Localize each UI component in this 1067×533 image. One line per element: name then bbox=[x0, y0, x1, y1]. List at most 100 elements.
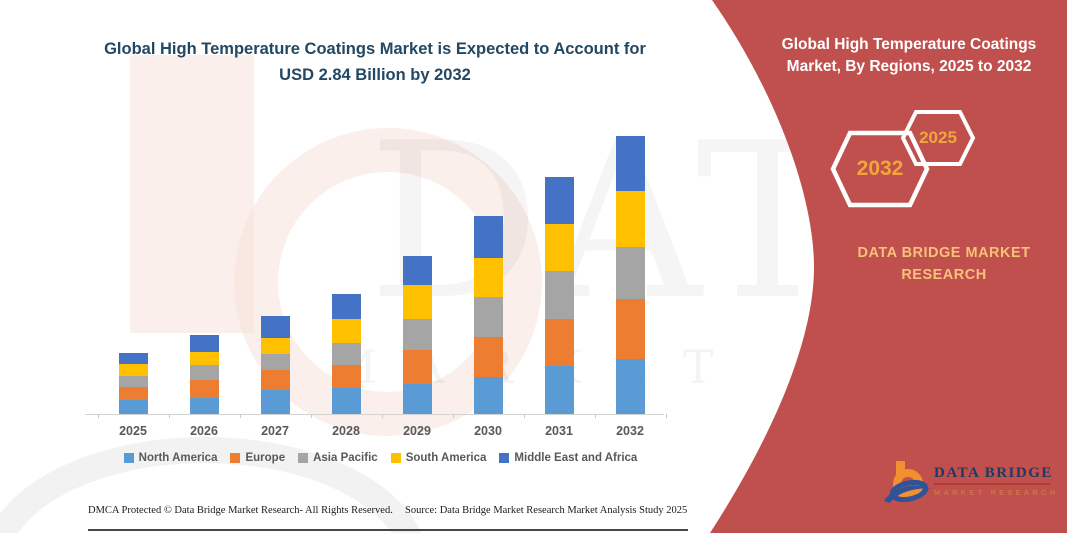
segment-asia-pacific bbox=[615, 247, 645, 299]
segment-europe bbox=[260, 370, 290, 390]
x-label-2025: 2025 bbox=[119, 424, 147, 438]
x-label-2031: 2031 bbox=[545, 424, 573, 438]
segment-europe bbox=[189, 380, 219, 398]
brand-line-1: DATA BRIDGE MARKET bbox=[857, 245, 1031, 261]
legend-swatch-icon bbox=[390, 453, 401, 463]
hexagon-year-front: 2025 bbox=[919, 128, 957, 147]
bar-2030 bbox=[473, 216, 503, 414]
segment-middle-east-and-africa bbox=[615, 136, 645, 191]
axis-tick bbox=[381, 414, 383, 418]
banner-title: Global High Temperature Coatings Market,… bbox=[781, 36, 1037, 76]
hexagon-year-back: 2032 bbox=[856, 157, 904, 180]
logo-tagline-text: MARKET RESEARCH bbox=[934, 488, 1059, 497]
segment-middle-east-and-africa bbox=[260, 316, 290, 338]
axis-tick bbox=[523, 414, 525, 418]
footer-divider bbox=[88, 529, 688, 531]
axis-tick bbox=[665, 414, 667, 418]
segment-asia-pacific bbox=[331, 343, 361, 365]
segment-asia-pacific bbox=[260, 354, 290, 370]
segment-europe bbox=[544, 319, 574, 366]
segment-north-america bbox=[331, 388, 361, 414]
legend-label: North America bbox=[138, 452, 218, 464]
legend-swatch-icon bbox=[499, 453, 510, 463]
segment-europe bbox=[331, 365, 361, 388]
legend-swatch-icon bbox=[230, 453, 241, 463]
bar-2032 bbox=[615, 136, 645, 414]
x-label-2026: 2026 bbox=[190, 424, 218, 438]
segment-south-america bbox=[544, 224, 574, 271]
chart-legend: North America Europe Asia Pacific South Ame… bbox=[88, 452, 673, 464]
axis-tick bbox=[310, 414, 312, 418]
segment-middle-east-and-africa bbox=[544, 177, 574, 224]
bar-2028 bbox=[331, 294, 361, 414]
segment-north-america bbox=[260, 390, 290, 414]
dmca-notice: DMCA Protected © Data Bridge Market Rese… bbox=[88, 505, 393, 516]
segment-south-america bbox=[473, 258, 503, 297]
legend-label: Asia Pacific bbox=[313, 452, 378, 464]
segment-south-america bbox=[118, 364, 148, 376]
segment-asia-pacific bbox=[544, 271, 574, 319]
axis-tick bbox=[97, 414, 99, 418]
legend-label: Middle East and Africa bbox=[514, 452, 638, 464]
segment-middle-east-and-africa bbox=[473, 216, 503, 258]
bar-2029 bbox=[402, 256, 432, 414]
x-label-2032: 2032 bbox=[616, 424, 644, 438]
segment-asia-pacific bbox=[189, 365, 219, 380]
segment-middle-east-and-africa bbox=[402, 256, 432, 285]
x-label-2029: 2029 bbox=[403, 424, 431, 438]
legend-item-north-america: North America bbox=[123, 452, 218, 464]
segment-south-america bbox=[331, 319, 361, 343]
bar-2026 bbox=[189, 335, 219, 414]
legend-item-south-america: South America bbox=[390, 452, 487, 464]
hexagon-badge-2025: 2025 bbox=[900, 109, 976, 167]
hexagon-badge-2032: 2032 bbox=[830, 130, 930, 208]
segment-asia-pacific bbox=[118, 376, 148, 387]
bar-2027 bbox=[260, 316, 290, 414]
x-label-2028: 2028 bbox=[332, 424, 360, 438]
segment-middle-east-and-africa bbox=[331, 294, 361, 319]
axis-tick bbox=[239, 414, 241, 418]
legend-swatch-icon bbox=[123, 453, 134, 463]
legend-swatch-icon bbox=[298, 453, 309, 463]
segment-north-america bbox=[544, 366, 574, 414]
segment-north-america bbox=[189, 398, 219, 414]
hexagon-outline-icon bbox=[830, 130, 930, 208]
segment-europe bbox=[118, 387, 148, 400]
segment-south-america bbox=[402, 285, 432, 319]
x-label-2027: 2027 bbox=[261, 424, 289, 438]
segment-asia-pacific bbox=[473, 297, 503, 337]
segment-south-america bbox=[189, 352, 219, 365]
x-axis-line bbox=[85, 414, 664, 415]
segment-europe bbox=[615, 299, 645, 359]
segment-north-america bbox=[473, 377, 503, 414]
axis-tick bbox=[594, 414, 596, 418]
segment-north-america bbox=[118, 400, 148, 414]
hexagon-outline-icon bbox=[900, 110, 976, 166]
axis-tick bbox=[452, 414, 454, 418]
segment-asia-pacific bbox=[402, 319, 432, 350]
page-title: Global High Temperature Coatings Market … bbox=[104, 40, 646, 85]
legend-item-europe: Europe bbox=[230, 452, 285, 464]
segment-north-america bbox=[615, 359, 645, 414]
legend-label: Europe bbox=[245, 452, 286, 464]
segment-south-america bbox=[615, 191, 645, 247]
segment-europe bbox=[402, 350, 432, 384]
brand-name: DATA BRIDGE MARKET RESEARCH bbox=[843, 243, 1045, 287]
source-note: Source: Data Bridge Market Research Mark… bbox=[405, 505, 688, 516]
logo-brand-text: DATA BRIDGE bbox=[934, 465, 1051, 485]
segment-middle-east-and-africa bbox=[118, 353, 148, 364]
segment-north-america bbox=[402, 384, 432, 414]
legend-label: South America bbox=[405, 452, 487, 464]
segment-middle-east-and-africa bbox=[189, 335, 219, 352]
legend-item-middle-east-and-africa: Middle East and Africa bbox=[499, 452, 637, 464]
segment-south-america bbox=[260, 338, 290, 354]
bar-2025 bbox=[118, 353, 148, 414]
x-label-2030: 2030 bbox=[474, 424, 502, 438]
bar-2031 bbox=[544, 177, 574, 414]
legend-item-asia-pacific: Asia Pacific bbox=[298, 452, 378, 464]
axis-tick bbox=[168, 414, 170, 418]
segment-europe bbox=[473, 337, 503, 377]
